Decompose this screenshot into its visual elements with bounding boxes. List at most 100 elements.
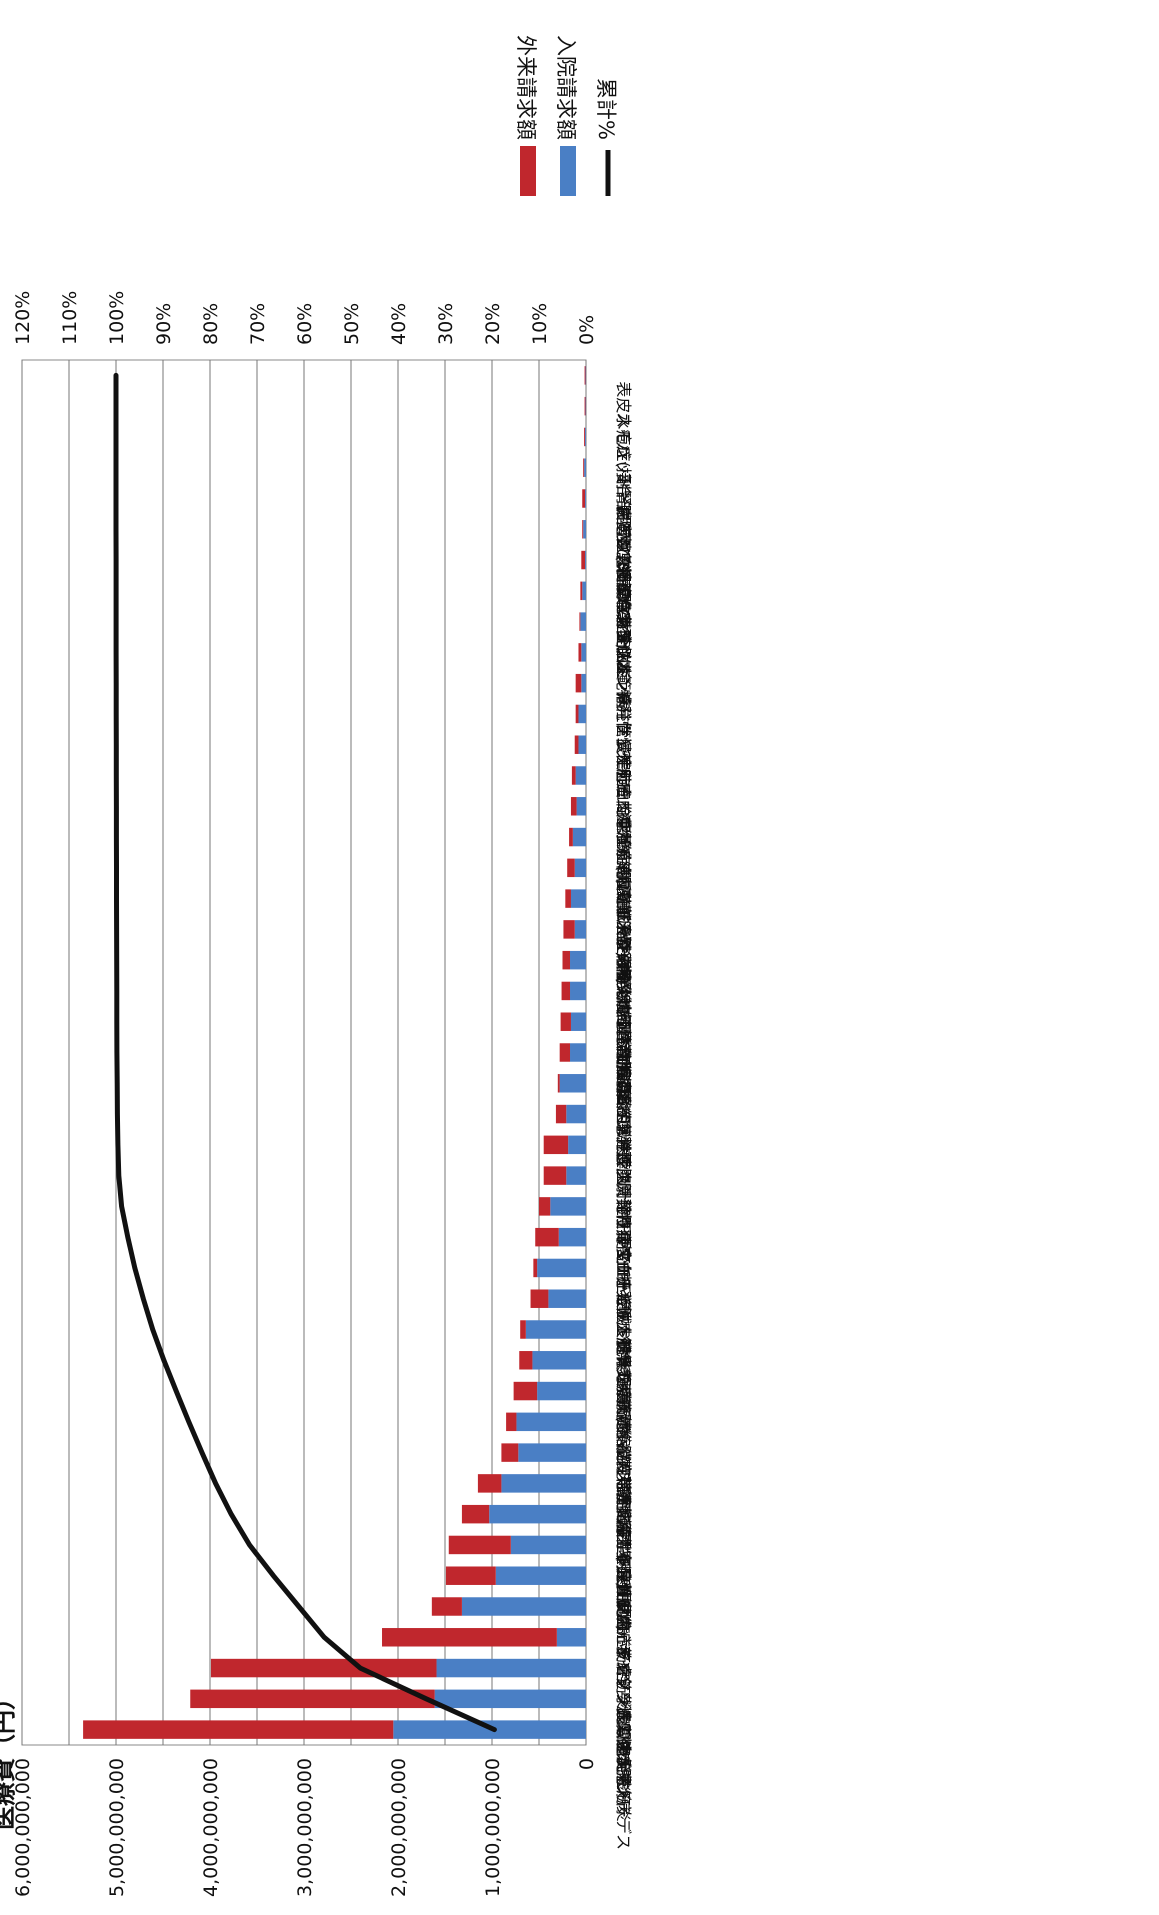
category-label: 潰瘍性大腸炎 <box>614 1705 633 1801</box>
bar-inpatient <box>570 889 586 908</box>
bar-inpatient <box>532 1351 586 1370</box>
bar-inpatient <box>574 920 586 939</box>
right-tick-label: 20% <box>482 303 504 345</box>
bar-outpatient <box>535 1227 559 1247</box>
category-label: 悪性関節リウマチ <box>614 1151 633 1279</box>
category-label: 原発性肺高血圧症 <box>614 1182 633 1310</box>
legend-label: 入院請求額 <box>554 35 578 140</box>
bars-layer <box>83 366 586 1739</box>
left-tick-label: 5,000,000,000 <box>106 1758 128 1897</box>
legend-label: 外来請求額 <box>514 35 538 140</box>
bar-inpatient <box>537 1381 586 1401</box>
bar-inpatient <box>585 427 586 447</box>
bar-outpatient <box>563 920 575 939</box>
category-label: ベーチェット病 <box>614 1243 633 1355</box>
category-label: 広範脊柱管狭窄症 <box>614 658 633 786</box>
category-label: 特発性間質性肺炎 <box>614 966 633 1094</box>
left-tick-label: 3,000,000,000 <box>294 1758 316 1897</box>
bar-outpatient <box>539 1197 551 1216</box>
right-tick-label: 10% <box>529 303 551 345</box>
bar-inpatient <box>570 950 586 970</box>
bar-outpatient <box>561 981 571 1001</box>
right-tick-label: 40% <box>388 303 410 345</box>
bar-inpatient <box>550 1197 586 1216</box>
bar-outpatient <box>543 1166 567 1185</box>
bar-outpatient <box>530 1289 549 1308</box>
right-tick-label: 80% <box>200 303 222 345</box>
bar-outpatient <box>583 458 585 477</box>
bar-inpatient <box>516 1412 586 1432</box>
bar-outpatient <box>571 766 576 785</box>
category-label: 結節性動脈周囲炎 <box>614 997 633 1125</box>
bar-inpatient <box>495 1566 586 1585</box>
category-label: 天疱瘡 <box>614 751 633 799</box>
bar-outpatient <box>445 1566 496 1585</box>
right-tick-label: 120% <box>12 291 34 345</box>
legend: 外来請求額 入院請求額 累計% <box>514 35 618 196</box>
legend-label: 累計% <box>594 78 618 140</box>
bar-inpatient <box>434 1689 586 1709</box>
bar-inpatient <box>570 1012 586 1031</box>
left-tick-label: 1,000,000,000 <box>482 1758 504 1897</box>
bar-outpatient <box>477 1474 502 1493</box>
bar-inpatient <box>570 1043 586 1062</box>
bar-inpatient <box>537 1258 586 1278</box>
bar-inpatient <box>518 1443 586 1462</box>
bar-outpatient <box>562 950 571 970</box>
left-tick-label: 4,000,000,000 <box>200 1758 222 1897</box>
category-label: 多発性硬化症 <box>614 1551 633 1647</box>
cumulative-line <box>113 372 497 1733</box>
category-label: 副腎白質ジストロフィー <box>614 474 633 650</box>
bar-inpatient <box>575 766 586 785</box>
category-label: 多系統萎縮症 <box>614 1366 633 1462</box>
bar-inpatient <box>582 581 586 601</box>
right-tick-label: 50% <box>341 303 363 345</box>
bar-outpatient <box>575 704 579 724</box>
category-label: ウェゲナー肉芽腫症 <box>614 720 633 864</box>
category-label: 大動脈炎症候群 <box>614 874 633 986</box>
category-label: 強皮症／皮膚筋炎及び多発性筋炎 <box>614 1582 633 1822</box>
legend-swatch <box>520 146 536 196</box>
bar-outpatient <box>569 827 573 847</box>
bar-inpatient <box>489 1504 586 1524</box>
bar-outpatient <box>513 1381 538 1401</box>
legend-swatch <box>560 146 576 196</box>
bar-outpatient <box>580 581 583 601</box>
right-tick-label: 100% <box>106 291 128 345</box>
bar-inpatient <box>572 827 586 847</box>
category-label: 特発性拡張型(うっ血型)心筋症 <box>614 1459 633 1680</box>
bar-outpatient <box>584 427 586 447</box>
bar-outpatient <box>533 1258 538 1278</box>
right-tick-labels: 0% 10% 20% 30% 40% 50% 60% 70% 80% 90% 100% 110% 120… <box>12 291 598 345</box>
category-label: 全身性エリテマトーデス <box>614 1674 633 1850</box>
bar-inpatient <box>436 1658 586 1678</box>
right-tick-label: 0% <box>576 315 598 345</box>
bar-outpatient <box>565 889 571 908</box>
category-label: 脊髄小脳変性症 <box>614 1397 633 1509</box>
bar-outpatient <box>584 396 586 416</box>
y-axis-label: 医療費（円） <box>0 1686 18 1830</box>
category-label: サルコイドーシス <box>614 1059 633 1186</box>
bar-outpatient <box>543 1135 569 1155</box>
right-tick-label: 60% <box>294 303 316 345</box>
category-label: 亜急性硬化性全脳炎 <box>614 535 633 679</box>
category-label: ビュルガー病(バージャー病) <box>614 782 633 985</box>
category-label: 表皮水疱症(接合部型及び栄養障害型) <box>614 381 633 650</box>
bar-outpatient <box>584 366 586 385</box>
bar-outpatient <box>559 1043 571 1062</box>
left-tick-labels: 0 1,000,000,000 2,000,000,000 3,000,000,000… <box>12 1758 598 1897</box>
bar-outpatient <box>448 1535 511 1555</box>
bar-outpatient <box>578 643 582 662</box>
bar-outpatient <box>557 1074 560 1093</box>
category-label: クローン病 <box>614 1736 633 1815</box>
category-label: 網膜色素変性症 <box>614 566 633 678</box>
bar-outpatient <box>506 1412 517 1432</box>
bar-outpatient <box>382 1628 557 1647</box>
category-label: 膿疱性乾癬 <box>614 505 633 585</box>
bar-outpatient <box>582 520 584 539</box>
bar-outpatient <box>567 858 575 878</box>
bar-inpatient <box>574 858 586 878</box>
category-label: 原発性胆汁性肝硬変 <box>614 1120 633 1264</box>
bar-inpatient <box>525 1320 586 1339</box>
